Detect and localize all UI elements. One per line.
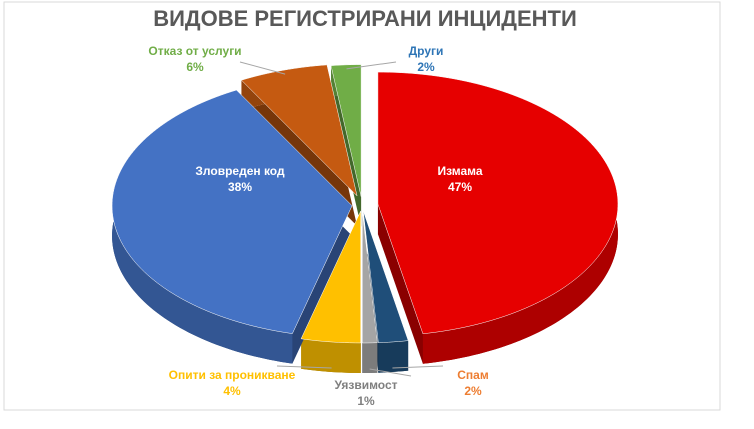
- slice: [300, 210, 361, 344]
- slice: [377, 71, 619, 335]
- data-label-value: 4%: [223, 384, 241, 398]
- leader-line: [392, 365, 444, 369]
- slice-side: [362, 342, 378, 373]
- slice: [240, 64, 358, 197]
- slice: [363, 210, 409, 343]
- data-label-name: Отказ от услуги: [148, 44, 241, 58]
- slice: [330, 64, 362, 197]
- slice: [362, 210, 378, 344]
- data-label-name: Измама: [437, 164, 482, 178]
- data-label-value: 2%: [464, 384, 482, 398]
- data-label-name: Други: [409, 44, 444, 58]
- leader-line: [346, 61, 397, 70]
- data-label-value: 6%: [186, 60, 204, 74]
- chart-title: ВИДОВЕ РЕГИСТРИРАНИ ИНЦИДЕНТИ: [153, 6, 577, 31]
- data-label-value: 2%: [417, 60, 435, 74]
- data-label-value: 1%: [357, 394, 375, 408]
- slice: [111, 89, 353, 334]
- pie-top: [111, 64, 619, 344]
- data-label-value: 38%: [228, 180, 252, 194]
- leader-line: [276, 365, 332, 369]
- data-label-name: Спам: [457, 368, 489, 382]
- data-label-name: Опити за проникване: [169, 368, 296, 382]
- data-label-name: Уязвимост: [334, 378, 397, 392]
- slice-side: [301, 338, 361, 373]
- data-label-value: 47%: [448, 180, 472, 194]
- leader-line: [369, 368, 412, 377]
- data-label-name: Зловреден код: [195, 164, 285, 178]
- leader-line: [239, 61, 286, 75]
- slice-side: [378, 340, 409, 373]
